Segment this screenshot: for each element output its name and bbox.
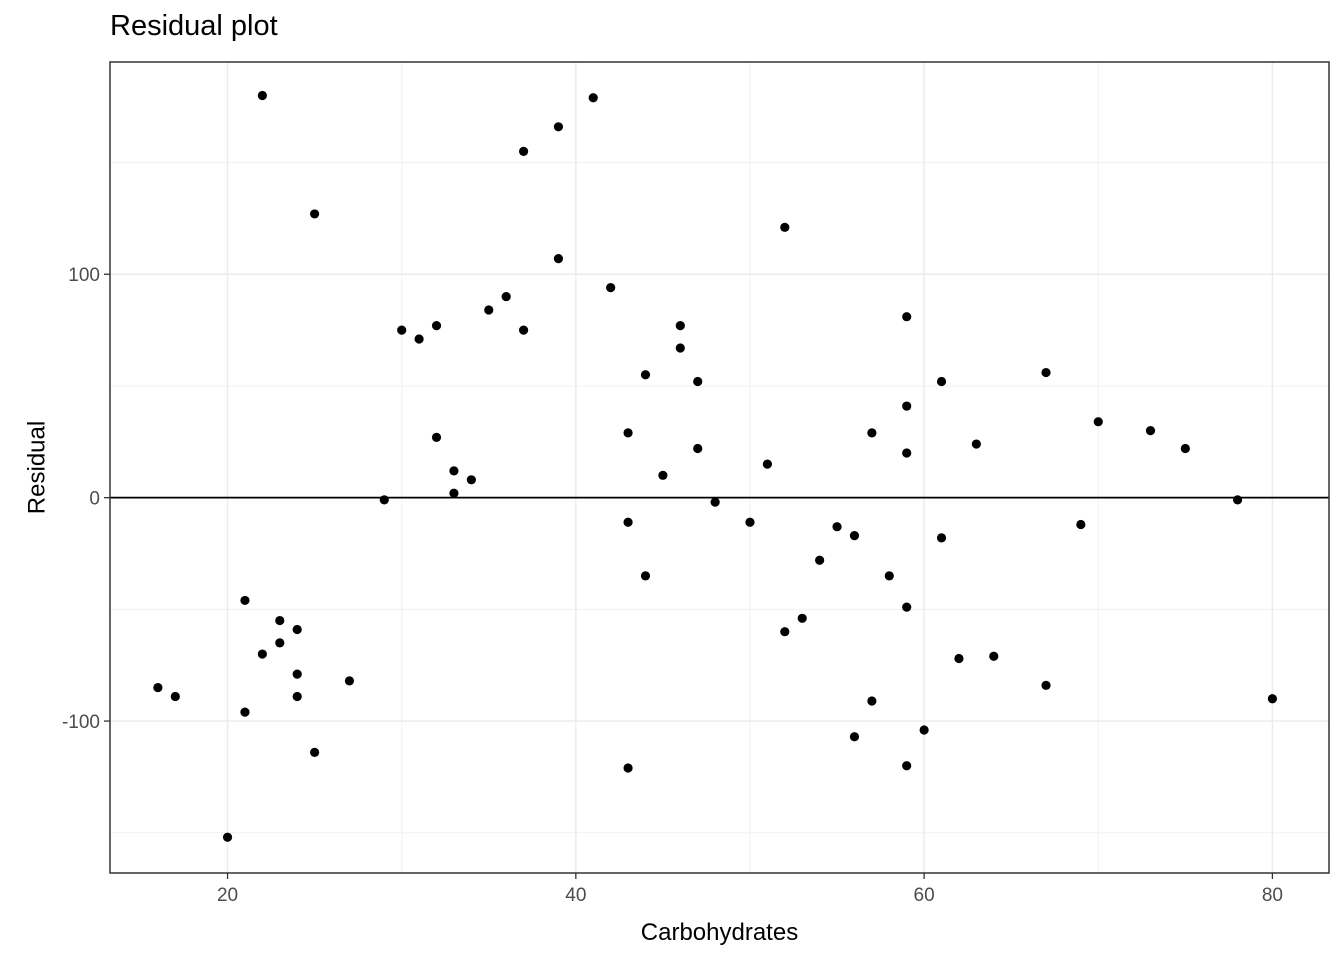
data-point: [292, 691, 302, 702]
data-point: [954, 653, 964, 664]
data-point: [902, 448, 912, 458]
data-point: [275, 638, 285, 648]
data-point: [449, 488, 459, 498]
data-point: [310, 747, 320, 757]
data-point: [379, 495, 389, 505]
data-point: [971, 439, 981, 449]
data-point: [849, 732, 860, 742]
x-tick-label: 60: [914, 885, 935, 906]
data-point: [745, 517, 755, 527]
data-point: [989, 651, 999, 661]
data-point: [780, 222, 790, 232]
data-point: [762, 459, 772, 469]
data-point: [902, 602, 912, 612]
data-points: [153, 90, 1278, 842]
data-point: [240, 707, 250, 717]
data-point: [292, 669, 302, 679]
data-point: [501, 291, 511, 302]
data-point: [414, 334, 424, 344]
data-point: [257, 90, 267, 101]
x-axis-ticks: 20 40 60 80: [217, 873, 1283, 906]
data-point: [240, 595, 250, 606]
data-point: [153, 682, 163, 693]
minor-gridlines: [110, 62, 1329, 873]
x-tick-label: 80: [1262, 885, 1283, 906]
x-axis-title: Carbohydrates: [641, 919, 798, 946]
data-point: [832, 522, 842, 532]
data-point: [1180, 443, 1190, 454]
data-point: [588, 93, 598, 103]
data-point: [780, 627, 790, 637]
data-point: [518, 325, 529, 335]
data-point: [466, 475, 476, 485]
data-point: [397, 325, 407, 335]
data-point: [431, 321, 442, 331]
y-tick-label: -100: [62, 712, 100, 733]
y-axis-ticks: -100 0 100: [62, 265, 110, 733]
data-point: [693, 376, 703, 387]
data-point: [623, 517, 633, 527]
data-point: [640, 370, 651, 380]
data-point: [292, 624, 302, 635]
y-axis-title: Residual: [23, 421, 50, 514]
y-tick-label: 0: [89, 489, 100, 510]
data-point: [344, 676, 355, 686]
data-point: [623, 428, 633, 438]
data-point: [936, 533, 947, 543]
data-point: [710, 497, 720, 507]
data-point: [1076, 519, 1086, 530]
data-point: [484, 305, 494, 315]
data-point: [553, 122, 564, 132]
data-point: [170, 691, 180, 702]
data-point: [919, 725, 929, 735]
data-point: [849, 531, 860, 541]
data-point: [553, 254, 564, 264]
data-point: [815, 555, 825, 565]
x-tick-label: 20: [217, 885, 238, 906]
data-point: [1093, 417, 1103, 427]
data-point: [275, 615, 285, 626]
data-point: [675, 343, 685, 353]
data-point: [222, 832, 233, 842]
y-tick-label: 100: [68, 265, 100, 286]
data-point: [449, 466, 459, 476]
chart-title: Residual plot: [110, 10, 278, 42]
data-point: [902, 312, 912, 322]
data-point: [936, 376, 947, 387]
data-point: [623, 763, 633, 773]
x-tick-label: 40: [565, 885, 586, 906]
data-point: [310, 209, 320, 219]
data-point: [867, 696, 877, 706]
data-point: [658, 470, 668, 480]
data-point: [867, 428, 877, 438]
data-point: [884, 571, 894, 581]
major-gridlines: [110, 62, 1329, 873]
data-point: [1145, 426, 1156, 436]
data-point: [693, 443, 703, 454]
data-point: [640, 571, 651, 581]
data-point: [431, 432, 442, 442]
data-point: [1232, 495, 1243, 505]
data-point: [1267, 694, 1278, 704]
data-point: [797, 613, 807, 623]
data-point: [1041, 367, 1051, 378]
data-point: [606, 283, 616, 293]
data-point: [675, 321, 685, 331]
data-point: [518, 146, 529, 156]
data-point: [902, 761, 912, 771]
data-point: [257, 649, 267, 659]
panel-border: [109, 61, 1330, 874]
data-point: [902, 401, 912, 411]
data-point: [1041, 680, 1051, 690]
